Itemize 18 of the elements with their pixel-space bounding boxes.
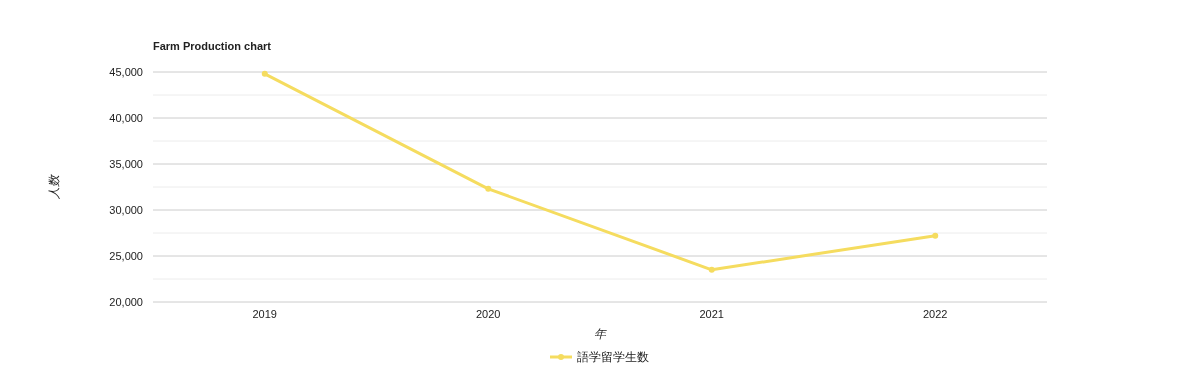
x-tick-label: 2020 bbox=[476, 308, 501, 320]
x-axis-title: 年 bbox=[594, 327, 607, 341]
y-tick-label: 20,000 bbox=[109, 295, 143, 308]
point bbox=[485, 185, 492, 192]
y-tick-label: 25,000 bbox=[109, 249, 143, 262]
y-tick-label: 30,000 bbox=[109, 203, 143, 216]
y-axis-title: 人数 bbox=[47, 173, 61, 200]
x-tick-label: 2021 bbox=[699, 308, 724, 320]
legend-label: 語学留学生数 bbox=[577, 350, 649, 365]
chart-title: Farm Production chart bbox=[153, 40, 272, 52]
point bbox=[708, 266, 715, 273]
y-tick-label: 35,000 bbox=[109, 157, 143, 170]
x-tick-label: 2022 bbox=[923, 308, 948, 320]
x-tick-label: 2019 bbox=[252, 308, 277, 320]
y-tick-label: 40,000 bbox=[109, 111, 143, 124]
y-tick-label: 45,000 bbox=[109, 65, 143, 78]
point bbox=[261, 70, 268, 77]
point bbox=[932, 232, 939, 239]
